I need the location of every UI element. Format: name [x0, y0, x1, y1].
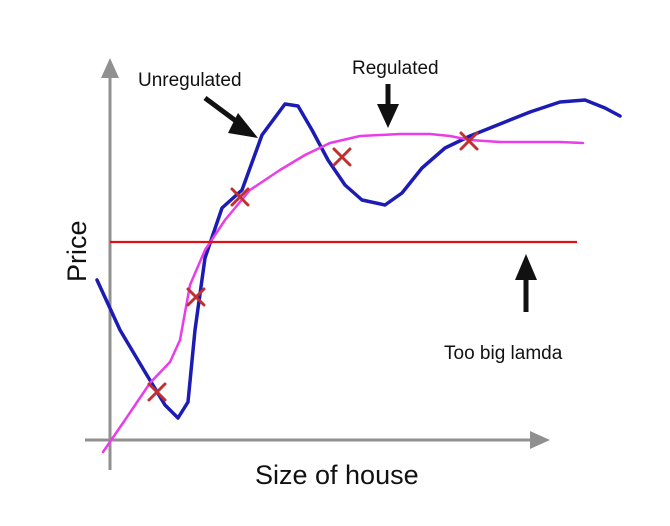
annotation-too-big-lamda: Too big lamda [444, 343, 563, 364]
axes [85, 58, 550, 470]
series-line-unregulated [95, 98, 622, 420]
annotation-arrows [203, 84, 537, 312]
x-axis-arrowhead [530, 431, 550, 449]
x-axis-title: Size of house [255, 460, 419, 490]
annotation-unregulated: Unregulated [138, 70, 242, 91]
too-big-lamda-arrow [515, 254, 537, 312]
y-axis-title: Price [62, 220, 92, 282]
data-point-marker-2 [186, 287, 206, 307]
series-layer [95, 98, 622, 454]
unregulated-arrow [203, 95, 258, 138]
regulated-arrow [377, 84, 399, 128]
data-point-marker-5 [459, 131, 479, 151]
data-point-marker-4 [332, 147, 352, 167]
series-line-regulated [101, 132, 585, 454]
data-point-marker-1 [147, 382, 167, 402]
y-axis-arrowhead [101, 58, 119, 78]
data-point-markers [147, 131, 479, 402]
data-point-marker-3 [230, 187, 250, 207]
annotation-regulated: Regulated [352, 58, 439, 79]
